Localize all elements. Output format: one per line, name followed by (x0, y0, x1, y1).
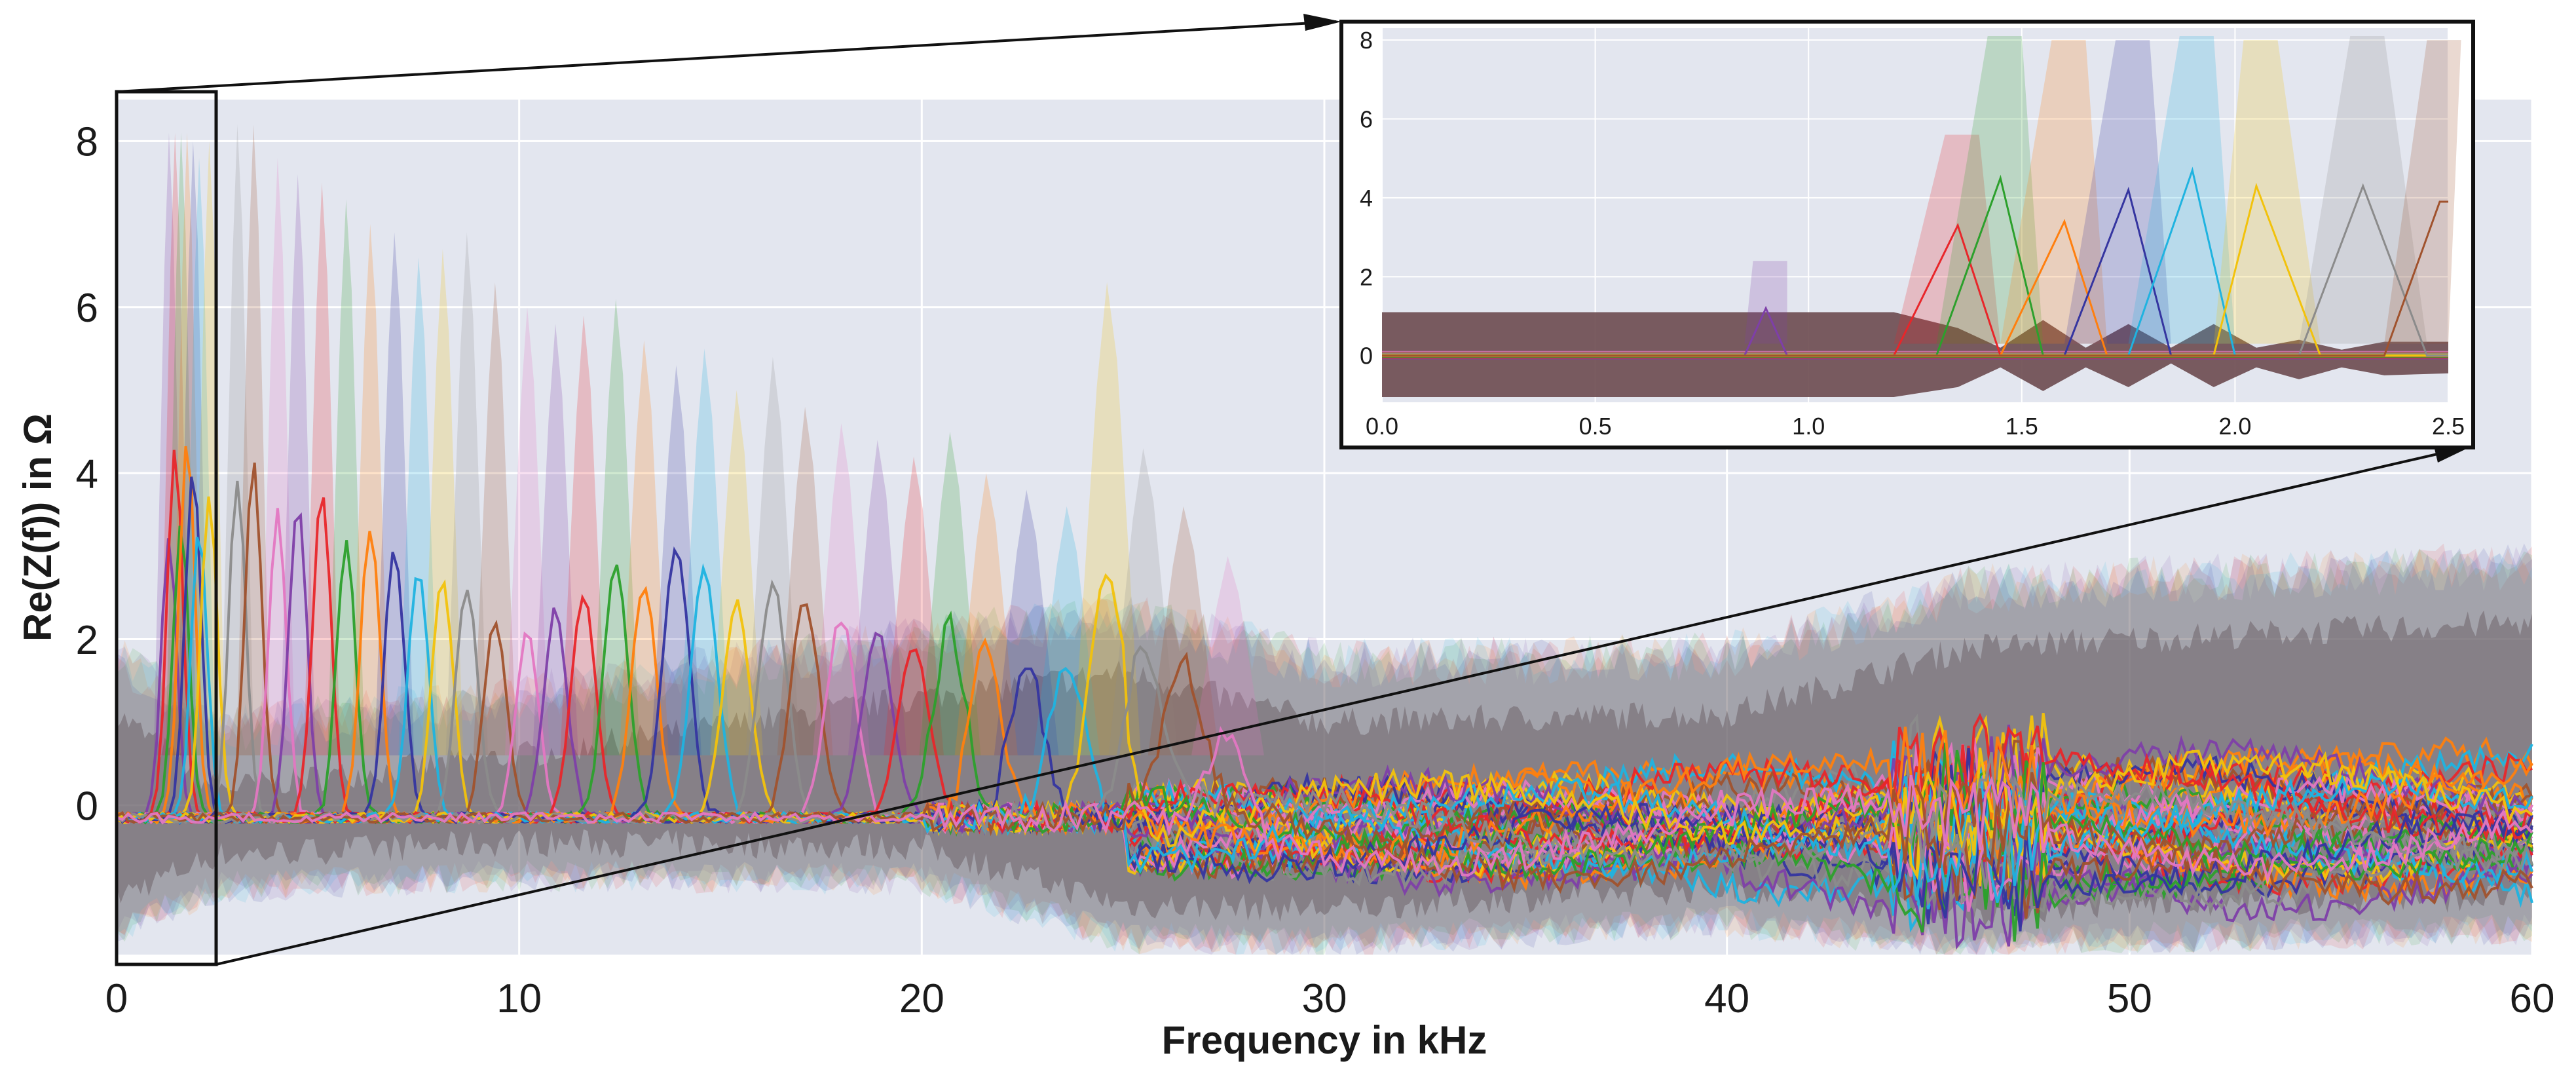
main-series-line (116, 651, 2533, 906)
main-peak-band (745, 356, 800, 755)
inset-y-tick-labels: 0 2 4 6 8 (1360, 27, 1373, 370)
main-y-tick-label: 6 (76, 286, 98, 331)
main-y-tick-label: 0 (76, 784, 98, 829)
inset-peak-band (2000, 40, 2108, 344)
main-peak-band (619, 340, 669, 755)
main-peak-band (1073, 282, 1141, 755)
main-peak-band (398, 257, 439, 755)
inset-peak-band (2384, 40, 2461, 344)
main-peak-band (375, 232, 415, 755)
main-peak-band (422, 249, 464, 755)
main-x-tick-label: 0 (105, 976, 128, 1021)
inset-peak-band (1936, 36, 2044, 344)
inset-peak-band (2299, 36, 2427, 344)
main-x-tick-label: 60 (2510, 976, 2555, 1021)
main-series-line (115, 648, 2533, 856)
main-x-tick-label: 20 (899, 976, 944, 1021)
inset-y-tick-label: 6 (1360, 105, 1373, 132)
inset-peak-band (1744, 261, 1787, 344)
main-peak-band (884, 456, 944, 755)
inset-x-tick-labels: 0.0 0.5 1.0 1.5 2.0 2.5 (1366, 413, 2465, 440)
main-peak-band (473, 282, 517, 755)
main-y-tick-label: 4 (76, 451, 98, 497)
main-x-axis-title: Frequency in kHz (1162, 1018, 1487, 1062)
main-peak-band (954, 473, 1018, 755)
main-peak-band (591, 299, 640, 755)
zoom-annotation (115, 14, 2473, 966)
zoom-region-box (115, 90, 218, 966)
inset-peak-band (2213, 40, 2321, 344)
main-peak-band (994, 489, 1059, 755)
main-y-tick-label: 8 (76, 120, 98, 165)
inset-x-tick-label: 1.5 (2006, 413, 2038, 440)
main-series-lines (115, 124, 2533, 950)
main-peak-band (1191, 556, 1264, 755)
inset-peak-band (2064, 40, 2171, 344)
inset-x-tick-label: 0.0 (1366, 413, 1398, 440)
main-peak-band (919, 431, 981, 755)
zoom-connector-top-arrowhead (1303, 14, 1341, 31)
main-peak-band (1034, 506, 1100, 755)
main-peak-band (560, 315, 607, 755)
inset-y-tick-label: 8 (1360, 27, 1373, 54)
main-peak-band (812, 423, 870, 755)
inset-peak-band (1894, 134, 2001, 344)
main-series-line (116, 726, 2533, 885)
inset-x-tick-label: 2.5 (2432, 413, 2465, 440)
zoom-connector-bottom-arrowhead (2434, 446, 2473, 463)
main-peak-band (848, 440, 907, 755)
main-x-tick-label: 30 (1302, 976, 1347, 1021)
main-y-axis-title: Re(Z(f)) in Ω (16, 413, 60, 641)
inset-series-line (1382, 200, 2448, 357)
main-x-tick-label: 10 (496, 976, 542, 1021)
main-peak-band (327, 199, 365, 755)
inset-x-tick-label: 2.0 (2218, 413, 2251, 440)
main-peak-band (532, 324, 578, 755)
inset-peak-band (2128, 36, 2235, 344)
inset-x-tick-label: 0.5 (1579, 413, 1612, 440)
main-x-tick-label: 40 (1704, 976, 1749, 1021)
inset-y-tick-label: 4 (1360, 185, 1373, 212)
main-peak-band (1148, 506, 1219, 755)
inset-x-tick-label: 1.0 (1792, 413, 1825, 440)
main-series-line (116, 637, 2533, 867)
zoom-connector-bottom (215, 446, 2467, 966)
inset-y-tick-label: 0 (1360, 343, 1373, 370)
main-x-tick-label: 50 (2107, 976, 2152, 1021)
main-peak-band (183, 157, 215, 755)
main-y-tick-label: 2 (76, 618, 98, 663)
main-peak-band (445, 232, 488, 755)
inset-plot: 0.0 0.5 1.0 1.5 2.0 2.5 0 2 4 6 8 (1339, 20, 2475, 449)
main-peak-band (504, 307, 550, 755)
zoom-connector-top (116, 20, 1337, 93)
main-peak-band (710, 390, 764, 755)
inset-series-lines (1382, 36, 2461, 360)
main-x-tick-labels: 0 10 20 30 40 50 60 (105, 976, 2555, 1021)
inset-y-tick-label: 2 (1360, 263, 1373, 290)
main-y-tick-labels: 0 2 4 6 8 (76, 120, 98, 829)
